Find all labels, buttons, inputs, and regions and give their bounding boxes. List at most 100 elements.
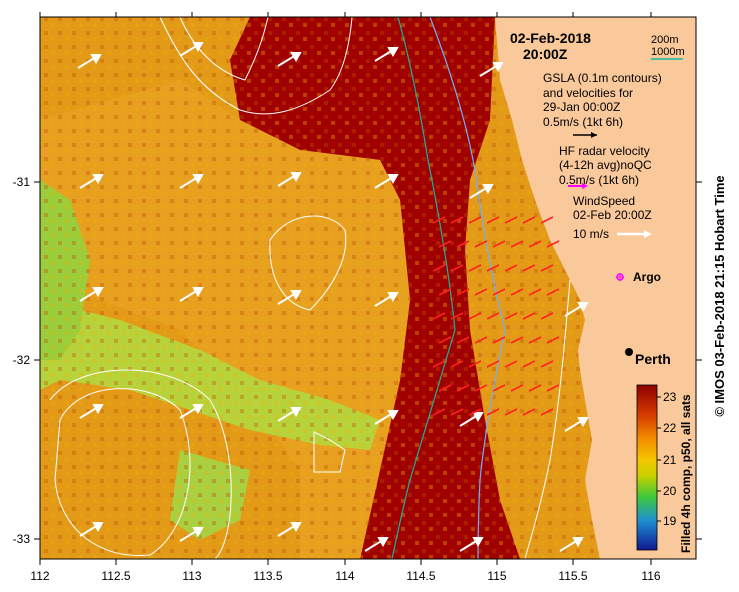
wind-arrow <box>277 172 302 187</box>
radar-arrow <box>528 240 542 248</box>
radar-arrow <box>510 336 524 344</box>
wind-arrow <box>77 54 102 69</box>
radar-arrow <box>474 384 488 392</box>
legend-gsla-scale: 0.5m/s (1kt 6h) <box>543 115 623 129</box>
radar-arrow <box>546 288 560 296</box>
radar-arrow <box>540 264 554 272</box>
x-tick-label: 116 <box>641 569 660 583</box>
radar-arrow <box>492 384 506 392</box>
colorbar-tick-label: 22 <box>663 421 677 435</box>
x-tick-label: 114.5 <box>406 569 435 583</box>
radar-arrow <box>522 264 536 272</box>
radar-arrow <box>468 360 482 368</box>
x-tick-label: 114 <box>335 569 354 583</box>
gsla-contour-eddy-3 <box>49 369 232 560</box>
argo-label: Argo <box>633 270 661 284</box>
radar-arrow <box>486 408 500 416</box>
wind-arrow <box>179 174 204 189</box>
colorbar-ticks: 23 22 21 20 19 <box>657 390 677 528</box>
radar-arrow <box>492 288 506 296</box>
radar-arrow <box>438 384 452 392</box>
radar-arrow <box>510 240 524 248</box>
y-axis: -31 -32 -33 <box>13 175 702 546</box>
radar-arrow <box>450 408 464 416</box>
wind-arrow <box>374 292 399 307</box>
wind-arrow <box>277 290 302 305</box>
radar-arrow <box>528 288 542 296</box>
legend-hf-arrow <box>568 183 588 189</box>
radar-arrow <box>504 408 518 416</box>
radar-arrow <box>456 240 470 248</box>
colorbar <box>636 384 658 551</box>
x-tick-label: 112 <box>30 569 49 583</box>
radar-arrow <box>450 312 464 320</box>
colorbar-tick-label: 21 <box>663 453 677 467</box>
radar-arrow <box>540 216 554 224</box>
wind-arrow-field <box>77 42 589 552</box>
radar-arrow <box>522 408 536 416</box>
radar-arrow <box>474 336 488 344</box>
wind-arrow <box>79 404 104 419</box>
colorbar-tick-label: 19 <box>663 514 677 528</box>
legend-wind-scale: 10 m/s <box>573 227 609 241</box>
radar-arrow <box>432 360 446 368</box>
hf-radar-arrow-field <box>432 216 560 416</box>
perth-marker <box>625 348 633 356</box>
radar-arrow <box>540 312 554 320</box>
contour-1000m <box>391 16 456 560</box>
x-tick-label: 113 <box>182 569 201 583</box>
radar-arrow <box>474 240 488 248</box>
radar-arrow <box>432 312 446 320</box>
y-tick-label: -32 <box>13 353 31 367</box>
radar-arrow <box>468 312 482 320</box>
radar-arrow <box>438 336 452 344</box>
radar-arrow <box>486 360 500 368</box>
x-tick-label: 115 <box>487 569 506 583</box>
wind-arrow <box>374 47 399 62</box>
legend-gsla-1: GSLA (0.1m contours) <box>543 71 662 85</box>
wind-arrow <box>277 522 302 537</box>
date-label: 02-Feb-2018 <box>510 30 591 46</box>
radar-arrow <box>528 336 542 344</box>
gsla-contour-north-2 <box>179 16 269 81</box>
radar-arrow <box>432 264 446 272</box>
wind-arrow <box>179 527 204 542</box>
colorbar-title: Filled 4h comp, p50, all sats <box>679 394 693 553</box>
wind-arrow <box>79 287 104 302</box>
legend-wind-2: 02-Feb 20:00Z <box>573 208 652 222</box>
radar-arrow <box>546 384 560 392</box>
radar-arrow <box>540 408 554 416</box>
wind-arrow <box>564 302 589 317</box>
legend-gsla-2: and velocities for <box>543 86 633 100</box>
wind-arrow <box>179 42 204 57</box>
legend-hf-1: HF radar velocity <box>559 144 650 158</box>
wind-arrow <box>179 404 204 419</box>
radar-arrow <box>510 288 524 296</box>
radar-arrow <box>456 384 470 392</box>
legend-hf-2: (4-12h avg)noQC <box>559 158 652 172</box>
radar-arrow <box>546 240 560 248</box>
wind-arrow <box>479 62 504 77</box>
argo-marker <box>616 273 624 281</box>
wind-arrow <box>564 417 589 432</box>
legend-gsla-arrow <box>573 132 597 138</box>
radar-arrow <box>438 288 452 296</box>
radar-arrow <box>468 264 482 272</box>
wind-arrow <box>277 407 302 422</box>
radar-arrow <box>450 360 464 368</box>
radar-arrow <box>456 336 470 344</box>
radar-arrow <box>504 216 518 224</box>
credit-text: © IMOS 03-Feb-2018 21:15 Hobart Time <box>712 175 727 417</box>
legend-wind-1: WindSpeed <box>573 194 635 208</box>
radar-arrow <box>504 264 518 272</box>
radar-arrow <box>486 264 500 272</box>
wind-arrow <box>179 287 204 302</box>
x-axis: 112 112.5 113 113.5 114 114.5 115 115.5 116 <box>30 12 661 583</box>
y-tick-label: -33 <box>13 532 31 546</box>
wind-arrow <box>459 412 484 427</box>
wind-arrow <box>374 174 399 189</box>
radar-arrow <box>486 312 500 320</box>
radar-arrow <box>432 408 446 416</box>
wind-arrow <box>469 184 494 199</box>
